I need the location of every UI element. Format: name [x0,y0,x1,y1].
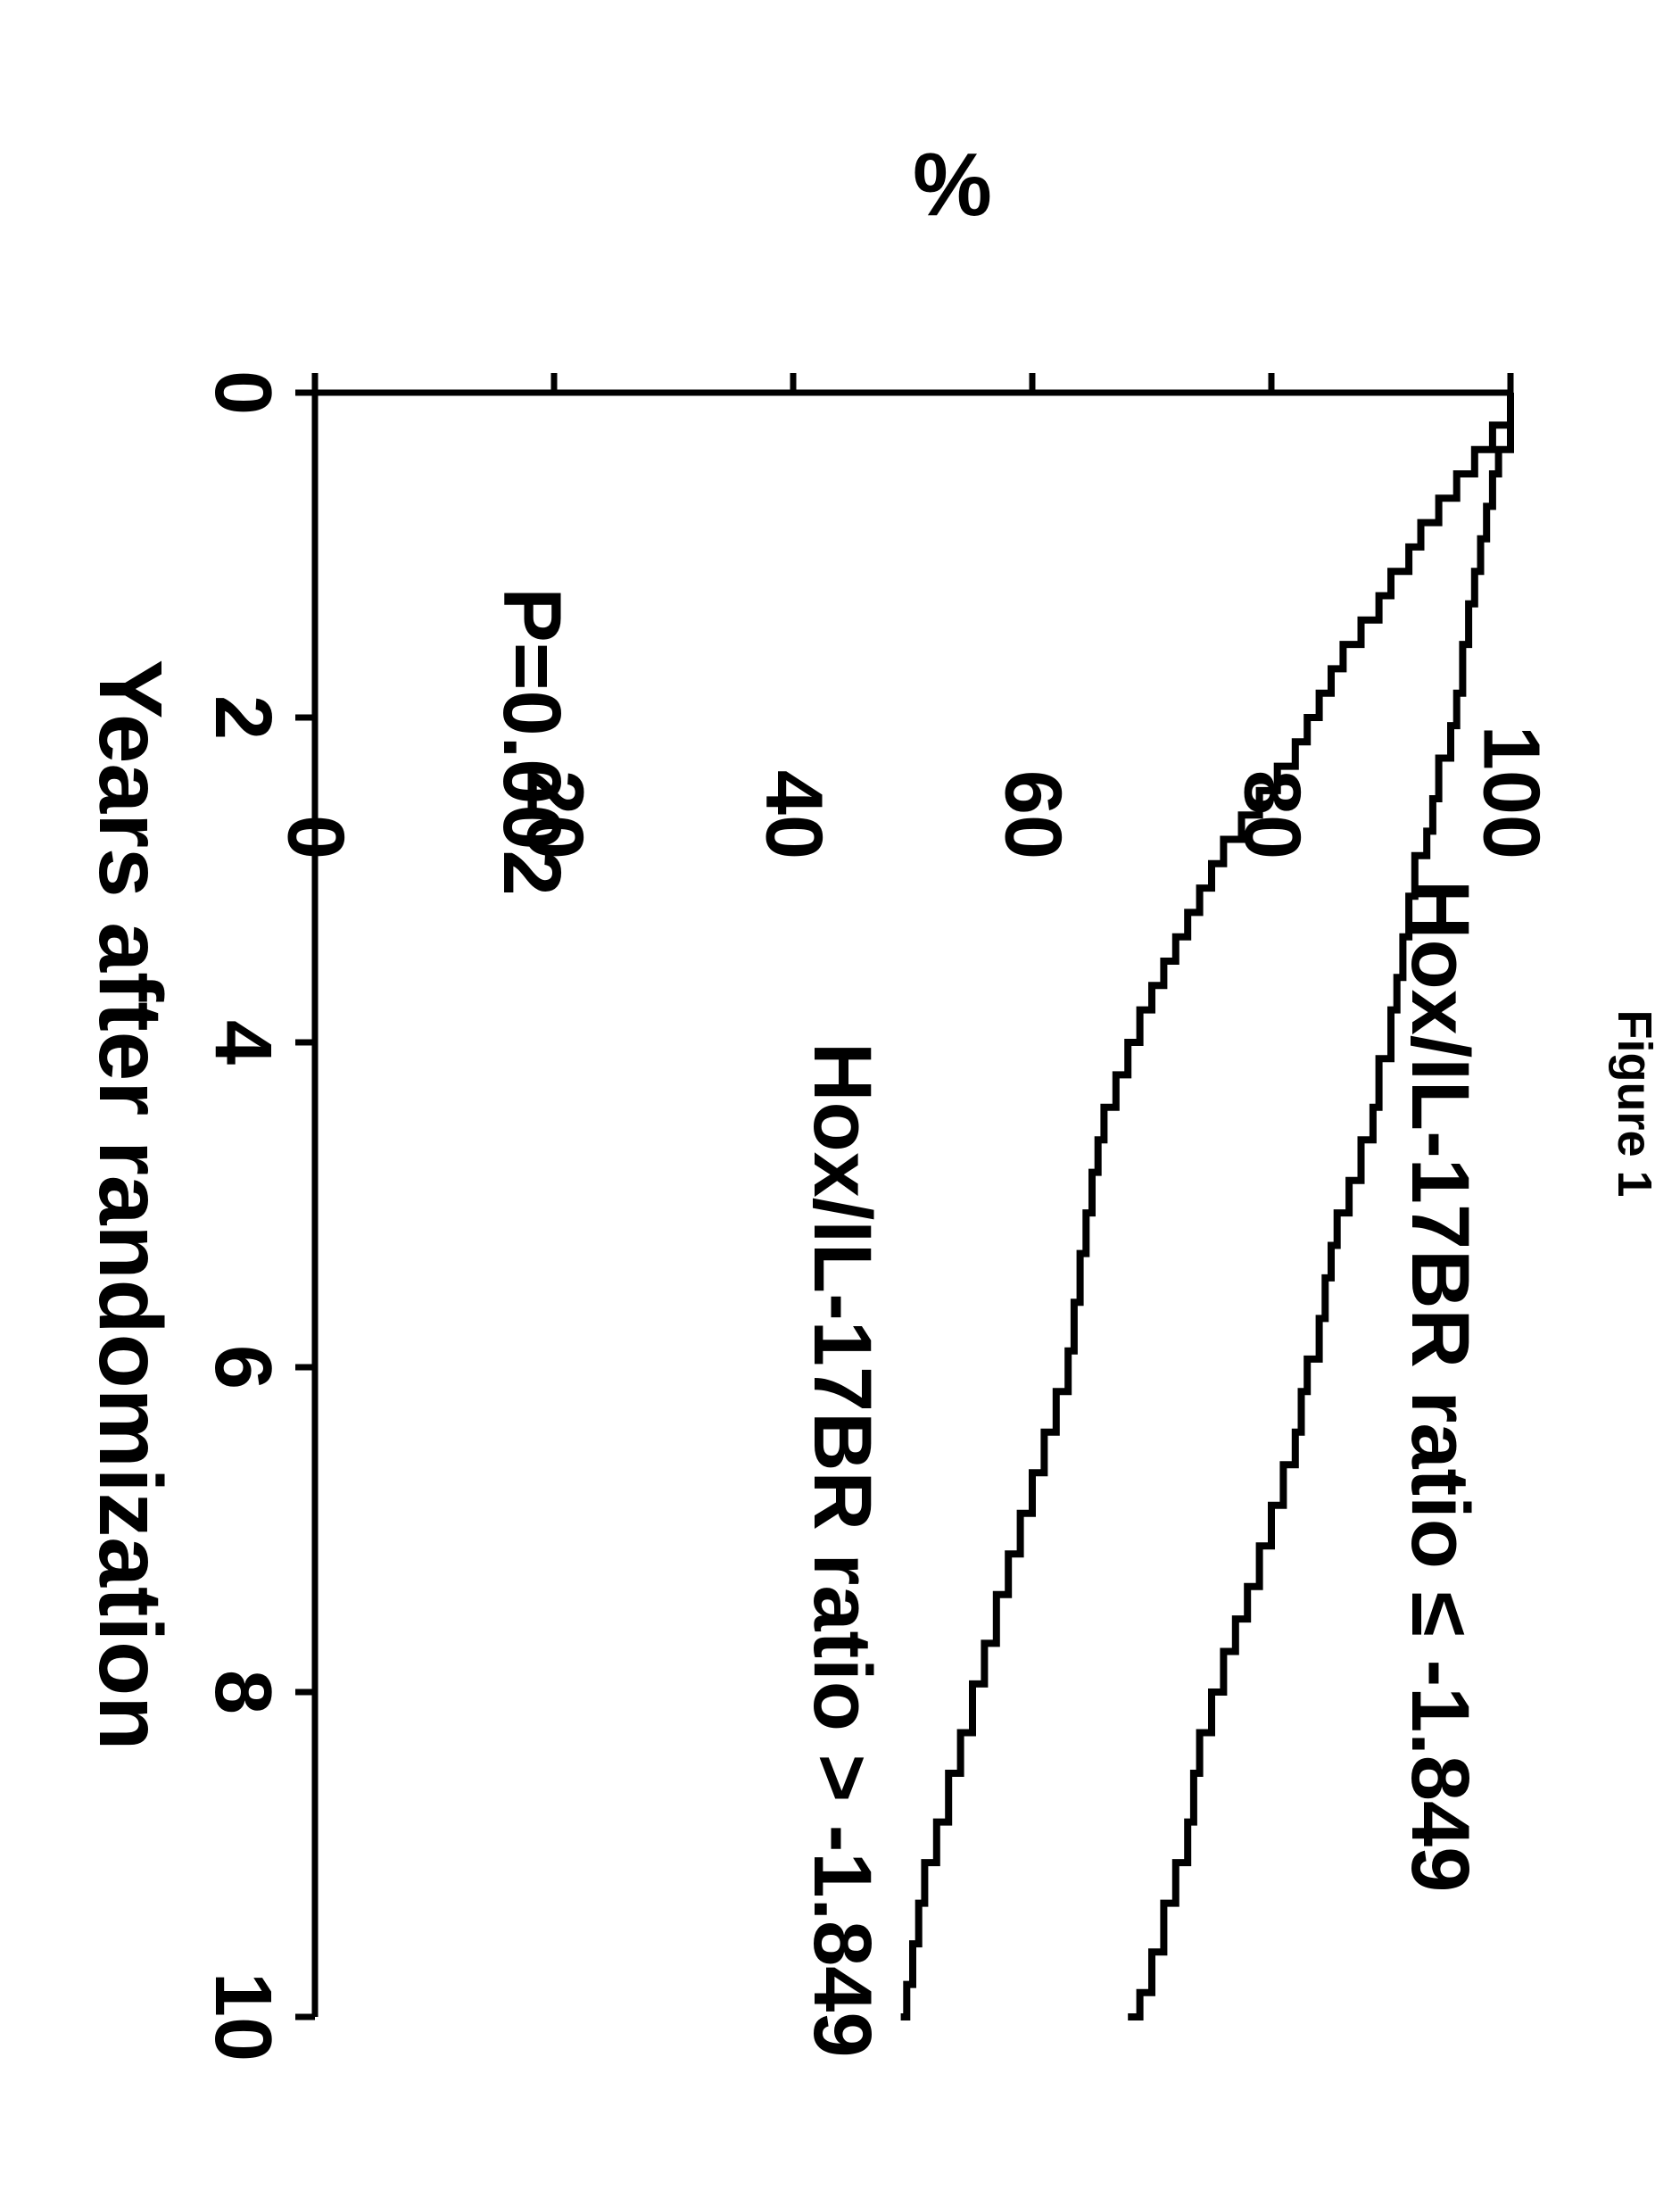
y-tick-label: 80 [1226,681,1318,859]
x-axis-label: Years after randomization [79,393,181,2017]
x-tick-label: 4 [196,989,288,1096]
y-axis-label: % [913,134,992,236]
figure-container: Figure 1 % Years after randomization 020… [18,18,1680,2189]
rotated-canvas: Figure 1 % Years after randomization 020… [18,18,1680,2189]
curve-2-label: Hox/IL-17BR ratio > -1.849 [795,1042,889,2058]
figure-title: Figure 1 [1607,1009,1662,1197]
x-tick-label: 6 [196,1314,288,1421]
x-tick-label: 0 [196,339,288,446]
y-tick-label: 40 [748,681,840,859]
x-tick-label: 10 [196,1963,288,2070]
x-tick-label: 2 [196,664,288,771]
x-tick-label: 8 [196,1639,288,1746]
p-value-label: P=0.002 [484,587,578,895]
y-tick-label: 100 [1465,681,1557,859]
y-tick-label: 60 [987,681,1079,859]
curve-1-label: Hox/IL-17BR ratio ≤ -1.849 [1393,880,1486,1892]
